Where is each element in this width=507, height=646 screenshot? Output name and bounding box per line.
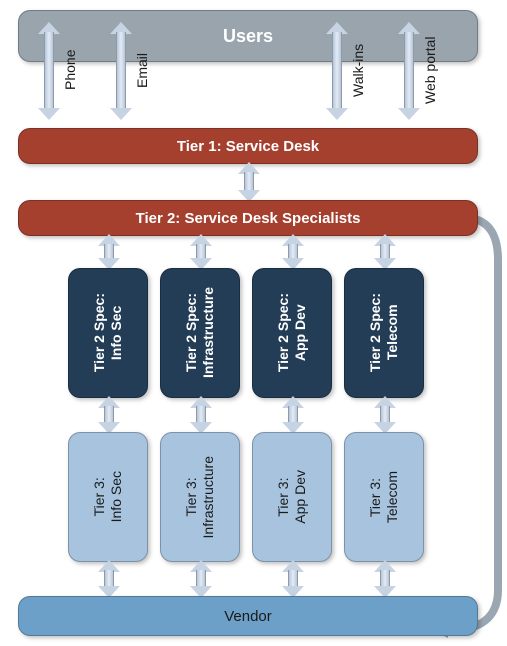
arrow-t3-vendor-1	[190, 560, 212, 598]
channel-label-0: Phone	[62, 26, 79, 114]
tier2-spec-label-0: Tier 2 Spec: Info Sec	[91, 293, 125, 372]
tier1-box: Tier 1: Service Desk	[18, 128, 478, 164]
tier2-spec-label-3: Tier 2 Spec: Telecom	[367, 293, 401, 372]
tier2-spec-box-1: Tier 2 Spec: Infrastructure	[160, 268, 240, 398]
arrow-t2-spec-3	[374, 234, 396, 270]
diagram-canvas: Users Phone Email Walk-ins Web portal Tier …	[0, 0, 507, 646]
tier3-box-1: Tier 3: Infrastructure	[160, 432, 240, 562]
arrow-spec-t3-0	[98, 396, 120, 434]
arrow-spec-t3-1	[190, 396, 212, 434]
tier3-label-2: Tier 3: App Dev	[275, 470, 309, 524]
channel-arrow-1	[110, 22, 132, 120]
channel-label-1: Email	[134, 26, 151, 114]
tier2-spec-box-2: Tier 2 Spec: App Dev	[252, 268, 332, 398]
arrow-t3-vendor-0	[98, 560, 120, 598]
tier3-label-0: Tier 3: Info Sec	[91, 471, 125, 522]
channel-label-3: Web portal	[422, 26, 439, 114]
channel-arrow-2	[326, 22, 348, 120]
arrow-t3-vendor-2	[282, 560, 304, 598]
tier2-spec-box-0: Tier 2 Spec: Info Sec	[68, 268, 148, 398]
tier3-box-2: Tier 3: App Dev	[252, 432, 332, 562]
tier2-box: Tier 2: Service Desk Specialists	[18, 200, 478, 236]
arrow-spec-t3-3	[374, 396, 396, 434]
tier2-spec-label-1: Tier 2 Spec: Infrastructure	[183, 287, 217, 378]
tier3-label-3: Tier 3: Telecom	[367, 471, 401, 523]
tier1-label: Tier 1: Service Desk	[177, 138, 319, 155]
arrow-t1-t2	[238, 162, 260, 202]
tier2-spec-box-3: Tier 2 Spec: Telecom	[344, 268, 424, 398]
tier3-box-0: Tier 3: Info Sec	[68, 432, 148, 562]
bypass-arrow-path	[448, 218, 498, 630]
arrow-t2-spec-2	[282, 234, 304, 270]
arrow-t3-vendor-3	[374, 560, 396, 598]
channel-label-2: Walk-ins	[350, 26, 367, 114]
tier3-label-1: Tier 3: Infrastructure	[183, 456, 217, 538]
arrow-t2-spec-1	[190, 234, 212, 270]
tier3-box-3: Tier 3: Telecom	[344, 432, 424, 562]
arrow-t2-spec-0	[98, 234, 120, 270]
tier2-label: Tier 2: Service Desk Specialists	[136, 210, 361, 227]
channel-arrow-0	[38, 22, 60, 120]
arrow-spec-t3-2	[282, 396, 304, 434]
vendor-label: Vendor	[224, 608, 272, 625]
users-label: Users	[223, 26, 273, 47]
vendor-box: Vendor	[18, 596, 478, 636]
tier2-spec-label-2: Tier 2 Spec: App Dev	[275, 293, 309, 372]
channel-arrow-3	[398, 22, 420, 120]
